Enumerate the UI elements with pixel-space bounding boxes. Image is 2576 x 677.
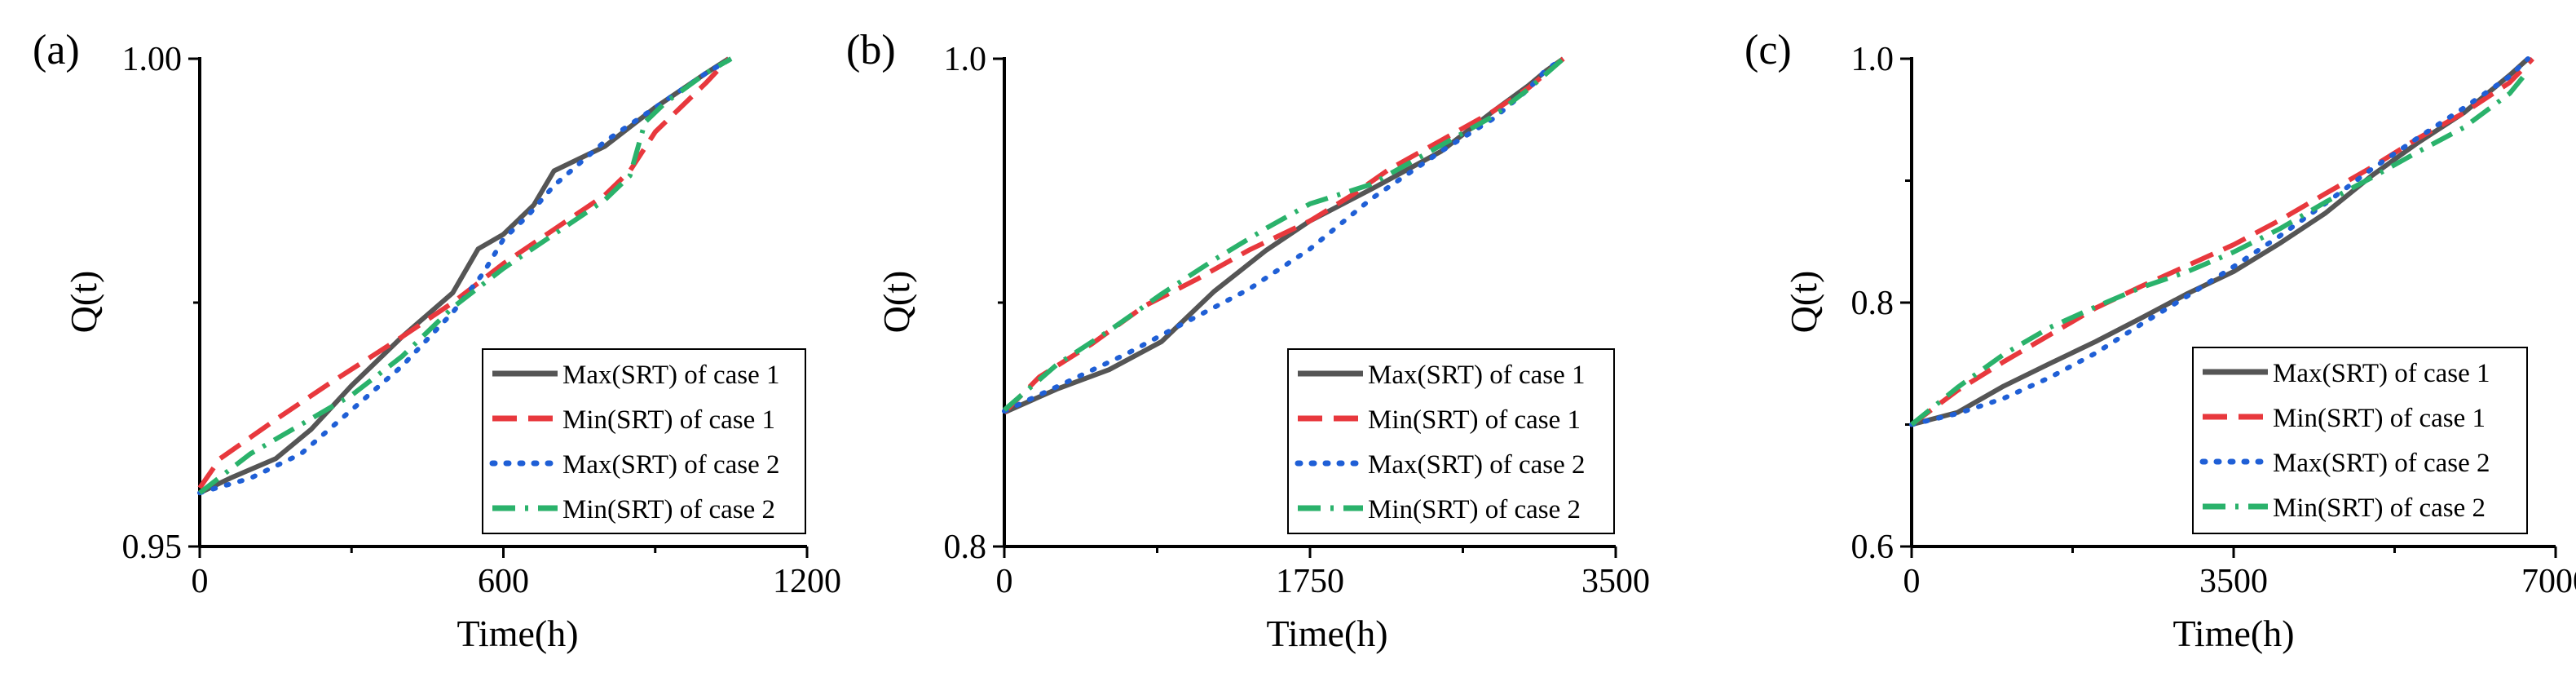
series-line-2 [1910,56,2534,427]
series-line-4 [1003,56,1565,412]
panel-label-b: (b) [846,27,896,73]
legend-frame [1287,348,1615,534]
x-tick-label: 0 [192,563,209,600]
series-line-3 [1909,56,2531,427]
legend: Max(SRT) of case 1 Min(SRT) of case 1 Max(… [2192,347,2528,534]
x-tick-label: 0 [996,563,1013,600]
legend-label-1: Max(SRT) of case 1 [1368,361,1586,390]
y-tick-label: 1.0 [1851,41,1895,78]
x-tick-label: 1200 [773,563,841,600]
series-line-3 [1002,56,1566,414]
x-tick-label: 1750 [1276,563,1344,600]
legend-label-3: Max(SRT) of case 2 [2273,449,2490,478]
x-tick-label: 3500 [2199,563,2268,600]
x-axis-label-c: Time(h) [2172,613,2294,654]
y-tick-label: 1.0 [944,41,987,78]
panel-a: (a) Q(t) Time(h) 0 600 1200 0.95 1.00 Max(SRT… [33,27,841,654]
legend-label-1: Max(SRT) of case 1 [2273,359,2490,388]
y-tick-label: 1.00 [122,41,183,78]
y-axis-label-c: Q(t) [1783,271,1824,334]
panel-b: (b) Q(t) Time(h) 0 1750 3500 0.8 1.0 Max(SRT)… [846,27,1650,654]
legend-label-4: Min(SRT) of case 2 [562,495,775,524]
legend-label-2: Min(SRT) of case 1 [562,405,775,435]
x-tick-label: 3500 [1581,563,1650,600]
series-line-2 [197,56,730,489]
panel-label-a: (a) [33,27,80,73]
legend-label-3: Max(SRT) of case 2 [562,450,780,480]
legend-frame [2192,347,2528,534]
x-axis-label-b: Time(h) [1266,613,1387,654]
legend: Max(SRT) of case 1 Min(SRT) of case 1 Max(… [1287,348,1615,534]
series-line-4 [198,56,733,495]
legend-label-1: Max(SRT) of case 1 [562,361,780,390]
legend-label-2: Min(SRT) of case 1 [2273,404,2486,433]
legend-label-4: Min(SRT) of case 2 [1368,495,1581,524]
x-tick-label: 600 [478,563,529,600]
y-tick-label: 0.6 [1851,529,1895,566]
series-line-4 [1910,69,2530,427]
legend-label-3: Max(SRT) of case 2 [1368,450,1586,480]
x-tick-label: 0 [1903,563,1921,600]
legend: Max(SRT) of case 1 Min(SRT) of case 1 Max(… [482,348,806,534]
x-axis-label-a: Time(h) [457,613,578,654]
y-axis-label-a: Q(t) [63,271,104,334]
y-tick-label: 0.95 [122,529,183,566]
series-line-3 [197,56,734,496]
y-tick-label: 0.8 [1851,285,1895,322]
plot-area-b: 0 1750 3500 0.8 1.0 Max(SRT) of case 1 Min(SRT… [944,41,1651,600]
plot-area-a: 0 600 1200 0.95 1.00 Max(SRT) of case 1 Min(SR… [122,41,842,600]
legend-frame [482,348,806,534]
y-tick-label: 0.8 [944,529,987,566]
y-axis-label-b: Q(t) [876,271,917,334]
panel-label-c: (c) [1745,27,1792,73]
legend-label-2: Min(SRT) of case 1 [1368,405,1581,435]
legend-label-4: Min(SRT) of case 2 [2273,493,2486,523]
